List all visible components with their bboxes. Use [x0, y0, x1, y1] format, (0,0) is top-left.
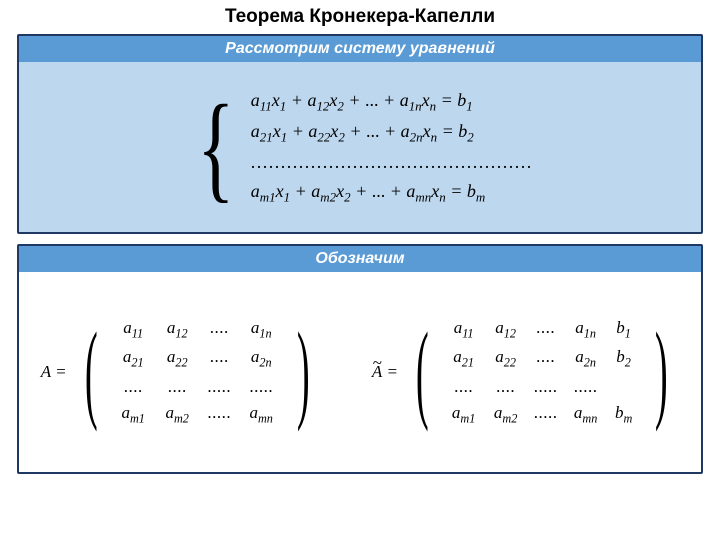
matrix-cell: a11: [443, 318, 485, 341]
matrix-cell: ....: [155, 377, 199, 397]
matrix-A-tilde: ~A = (a11a12....a1nb1a21a22....a2nb2....…: [372, 318, 679, 426]
equation-row: a11x1 + a12x2 + ... + a1nxn = b1: [251, 86, 533, 117]
matrix-cell: .....: [199, 377, 239, 397]
left-paren: (: [84, 322, 97, 421]
matrix-grid: a11a12....a1nb1a21a22....a2nb2..........…: [443, 318, 641, 426]
matrix-A: A = (a11a12....a1na21a22....a2n.........…: [41, 318, 322, 426]
matrix-cell: a22: [155, 347, 199, 370]
matrix-label: ~A =: [372, 362, 398, 382]
matrix-cell: [607, 377, 641, 397]
matrix-grid: a11a12....a1na21a22....a2n..............…: [111, 318, 283, 426]
matrix-cell: a2n: [565, 347, 607, 370]
matrix-cell: a1n: [239, 318, 283, 341]
panel-matrices: Обозначим A = (a11a12....a1na21a22....a2…: [17, 244, 703, 474]
matrix-cell: b2: [607, 347, 641, 370]
matrix-cell: b1: [607, 318, 641, 341]
panel-matrices-header: Обозначим: [19, 246, 701, 272]
panel-system-body: { a11x1 + a12x2 + ... + a1nxn = b1a21x1 …: [19, 62, 701, 232]
matrix-cell: a11: [111, 318, 155, 341]
matrix-cell: ....: [199, 347, 239, 370]
matrix-cell: .....: [199, 403, 239, 426]
panel-matrices-body: A = (a11a12....a1na21a22....a2n.........…: [19, 272, 701, 472]
matrix-cell: ....: [485, 377, 527, 397]
matrix-label: A =: [41, 362, 67, 382]
matrix-cell: am1: [443, 403, 485, 426]
matrix-cell: ....: [527, 318, 565, 341]
left-paren: (: [416, 322, 429, 421]
page-title: Теорема Кронекера-Капелли: [225, 6, 495, 28]
matrix-cell: .....: [527, 403, 565, 426]
equation-row: ........................................…: [251, 148, 533, 178]
matrix-cell: ....: [527, 347, 565, 370]
matrix-cell: a21: [111, 347, 155, 370]
matrix-cell: a12: [155, 318, 199, 341]
matrix-cell: a22: [485, 347, 527, 370]
right-paren: ): [655, 322, 668, 421]
matrix-cell: amn: [239, 403, 283, 426]
matrix-cell: am1: [111, 403, 155, 426]
matrix-cell: a1n: [565, 318, 607, 341]
matrices-row: A = (a11a12....a1na21a22....a2n.........…: [41, 318, 680, 426]
equation-row: a21x1 + a22x2 + ... + a2nxn = b2: [251, 117, 533, 148]
matrix-cell: bm: [607, 403, 641, 426]
matrix-cell: ....: [111, 377, 155, 397]
matrix-cell: ....: [443, 377, 485, 397]
panel-system: Рассмотрим систему уравнений { a11x1 + a…: [17, 34, 703, 234]
matrix-cell: .....: [239, 377, 283, 397]
left-brace: {: [197, 87, 234, 207]
right-paren: ): [297, 322, 310, 421]
matrix-cell: am2: [155, 403, 199, 426]
matrix-cell: ....: [199, 318, 239, 341]
matrix-cell: a2n: [239, 347, 283, 370]
matrix-cell: .....: [527, 377, 565, 397]
matrix-cell: amn: [565, 403, 607, 426]
matrix-cell: .....: [565, 377, 607, 397]
equations-block: a11x1 + a12x2 + ... + a1nxn = b1a21x1 + …: [251, 86, 533, 209]
matrix-cell: am2: [485, 403, 527, 426]
panel-system-header: Рассмотрим систему уравнений: [19, 36, 701, 62]
matrix-cell: a12: [485, 318, 527, 341]
matrix-cell: a21: [443, 347, 485, 370]
equation-row: am1x1 + am2x2 + ... + amnxn = bm: [251, 177, 533, 208]
